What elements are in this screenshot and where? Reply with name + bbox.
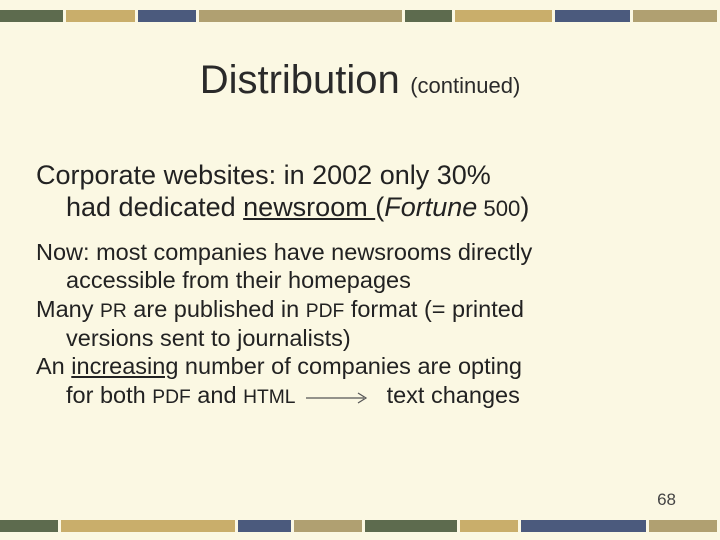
p1-500: 500 bbox=[477, 196, 520, 221]
stripe-segment bbox=[238, 520, 291, 532]
p2-t2: are published in bbox=[127, 296, 306, 322]
stripe-segment bbox=[365, 520, 457, 532]
stripe-segment bbox=[61, 520, 235, 532]
slide-body: Corporate websites: in 2002 only 30% had… bbox=[36, 160, 684, 411]
p1-line1: Corporate websites: in 2002 only 30% bbox=[36, 160, 491, 190]
p2-t3: format (= printed bbox=[344, 296, 524, 322]
paragraph-1: Corporate websites: in 2002 only 30% had… bbox=[36, 160, 684, 224]
decorative-stripe-bottom bbox=[0, 520, 720, 532]
p2-l3: An increasing number of companies are op… bbox=[36, 353, 522, 379]
stripe-segment bbox=[521, 520, 647, 532]
stripe-segment bbox=[294, 520, 362, 532]
p1-line2: had dedicated newsroom (Fortune 500) bbox=[36, 192, 684, 224]
p2-increasing: increasing bbox=[71, 353, 178, 379]
stripe-segment bbox=[66, 10, 136, 22]
slide-title: Distribution bbox=[200, 58, 400, 102]
stripe-segment bbox=[633, 10, 717, 22]
paragraph-2: Now: most companies have newsrooms direc… bbox=[36, 238, 684, 411]
stripe-segment bbox=[199, 10, 402, 22]
p2-html: HTML bbox=[243, 387, 295, 408]
p2-t4: An bbox=[36, 353, 71, 379]
stripe-segment bbox=[455, 10, 552, 22]
p2-pdf: PDF bbox=[306, 301, 345, 322]
p2-l1b: accessible from their homepages bbox=[36, 266, 684, 295]
stripe-segment bbox=[555, 10, 630, 22]
p2-l1: Now: most companies have newsrooms direc… bbox=[36, 239, 532, 265]
p2-l2: Many PR are published in PDF format (= p… bbox=[36, 296, 524, 322]
p2-pr: PR bbox=[100, 301, 127, 322]
slide-subtitle: (continued) bbox=[410, 73, 520, 98]
stripe-segment bbox=[649, 520, 717, 532]
p1-fortune: Fortune bbox=[384, 192, 477, 222]
p2-t5: number of companies are opting bbox=[178, 353, 522, 379]
p1-text: had dedicated bbox=[66, 192, 243, 222]
arrow-icon bbox=[304, 382, 374, 411]
p1-paren-close: ) bbox=[520, 192, 529, 222]
p2-l2d: versions sent to journalists) bbox=[36, 324, 684, 353]
decorative-stripe-top bbox=[0, 10, 720, 22]
stripe-segment bbox=[405, 10, 451, 22]
p2-l4: for both PDF and HTML text changes bbox=[36, 381, 684, 411]
p2-t7: and bbox=[191, 382, 243, 408]
p1-newsroom: newsroom bbox=[243, 192, 375, 222]
stripe-segment bbox=[0, 520, 58, 532]
p2-t6: for both bbox=[66, 382, 152, 408]
stripe-segment bbox=[460, 520, 518, 532]
stripe-segment bbox=[0, 10, 63, 22]
p2-arrow-after: text changes bbox=[387, 382, 520, 408]
p1-paren-open: ( bbox=[375, 192, 384, 222]
p2-t1: Many bbox=[36, 296, 100, 322]
stripe-segment bbox=[138, 10, 196, 22]
slide-title-block: Distribution (continued) bbox=[0, 58, 720, 103]
page-number: 68 bbox=[657, 490, 676, 510]
p2-pdf2: PDF bbox=[152, 387, 191, 408]
